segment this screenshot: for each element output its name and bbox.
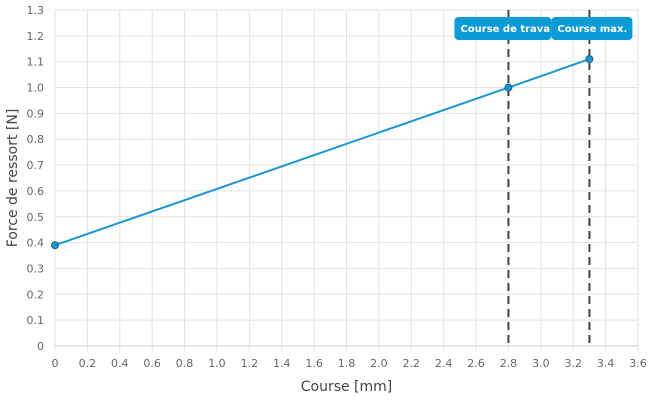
y-tick-labels: 0 0.1 0.2 0.3 0.4 0.5 0.6 0.7 0.8 0.9 1.0 1.1 1.2 1.3 xyxy=(27,4,45,353)
x-tick-label: 1.8 xyxy=(338,357,356,370)
reference-label-text: Course de travail xyxy=(460,24,556,35)
x-tick-label: 2.2 xyxy=(403,357,421,370)
x-tick-label: 1.6 xyxy=(305,357,323,370)
x-tick-label: 3.0 xyxy=(532,357,550,370)
x-tick-labels: 0 0.2 0.4 0.6 0.8 1.0 1.2 1.4 1.6 1.8 2.0 2.2 2.4 2.6… xyxy=(52,357,647,370)
y-tick-label: 0 xyxy=(37,340,44,353)
reference-label-badge xyxy=(551,17,633,40)
y-tick-label: 0.7 xyxy=(27,159,45,172)
x-tick-label: 0 xyxy=(52,357,59,370)
x-tick-label: 0.8 xyxy=(176,357,194,370)
x-tick-label: 2.0 xyxy=(370,357,388,370)
y-tick-label: 1.3 xyxy=(27,4,45,17)
reference-labels: Course de travail Course max. xyxy=(454,17,633,40)
y-tick-label: 0.3 xyxy=(27,262,45,275)
x-tick-label: 1.4 xyxy=(273,357,291,370)
data-point xyxy=(585,55,594,64)
x-tick-label: 3.4 xyxy=(597,357,615,370)
y-tick-label: 1.1 xyxy=(27,56,45,69)
y-tick-label: 0.1 xyxy=(27,314,45,327)
data-point xyxy=(51,241,59,250)
x-tick-label: 1.2 xyxy=(241,357,259,370)
y-tick-label: 1.2 xyxy=(27,30,45,43)
x-tick-label: 3.6 xyxy=(629,357,647,370)
y-tick-label: 0.8 xyxy=(27,133,45,146)
data-point xyxy=(504,83,513,92)
x-tick-label: 0.6 xyxy=(143,357,161,370)
series xyxy=(51,55,594,250)
reference-label: Course de travail xyxy=(454,17,556,40)
y-tick-label: 0.6 xyxy=(27,185,45,198)
reference-label-badge xyxy=(454,17,552,40)
reference-lines xyxy=(507,10,591,346)
reference-label-text: Course max. xyxy=(557,24,627,35)
x-tick-label: 2.4 xyxy=(435,357,453,370)
x-axis-title: Course [mm] xyxy=(301,379,393,395)
y-axis-title: Force de ressort [N] xyxy=(5,109,21,248)
x-tick-label: 2.6 xyxy=(467,357,485,370)
x-tick-label: 0.2 xyxy=(79,357,97,370)
y-tick-label: 0.4 xyxy=(27,237,45,250)
x-tick-label: 3.2 xyxy=(564,357,582,370)
y-tick-label: 0.5 xyxy=(27,211,45,224)
x-tick-label: 1.0 xyxy=(208,357,226,370)
x-tick-label: 0.4 xyxy=(111,357,129,370)
x-tick-label: 2.8 xyxy=(500,357,518,370)
reference-label: Course max. xyxy=(551,17,633,40)
y-tick-label: 1.0 xyxy=(27,82,45,95)
y-tick-label: 0.2 xyxy=(27,288,45,301)
y-tick-label: 0.9 xyxy=(27,107,45,120)
grid xyxy=(54,9,639,351)
